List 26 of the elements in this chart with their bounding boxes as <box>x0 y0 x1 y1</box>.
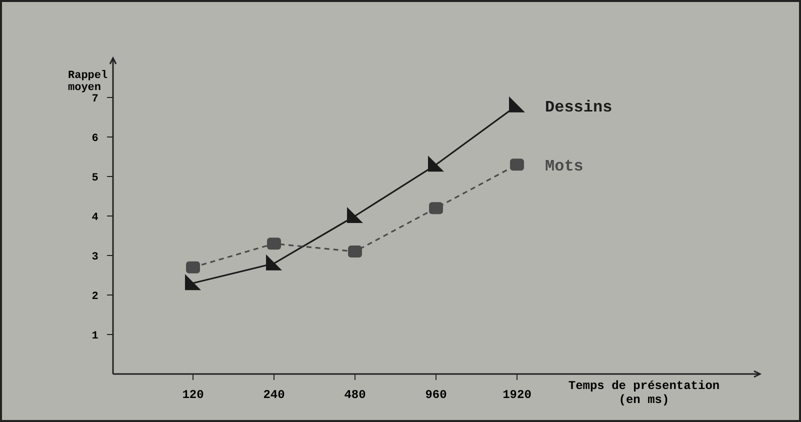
point <box>266 254 282 270</box>
point <box>347 207 363 223</box>
point <box>185 274 201 290</box>
x-tick-label: 120 <box>182 388 204 402</box>
x-tick-label: 1920 <box>502 388 532 402</box>
point <box>186 261 200 274</box>
series-label: Dessins <box>545 98 612 116</box>
y-tick-label: 2 <box>92 290 98 303</box>
x-axis-title: Temps de présentation (en ms) <box>568 379 720 407</box>
y-tick-label: 3 <box>92 251 99 264</box>
y-tick-label: 5 <box>92 172 99 184</box>
point <box>267 238 281 250</box>
point <box>428 156 444 172</box>
point <box>348 246 362 258</box>
y-tick-label: 7 <box>92 93 98 106</box>
y-tick-label: 4 <box>92 212 99 224</box>
x-tick-label: 960 <box>425 388 447 402</box>
y-tick-label: 6 <box>92 132 98 145</box>
point <box>510 158 524 171</box>
x-tick-label: 480 <box>344 388 366 402</box>
point <box>509 96 525 112</box>
x-tick-label: 240 <box>263 388 285 402</box>
y-axis-title: Rappel moyen <box>68 70 108 94</box>
y-tick-label: 1 <box>92 330 99 342</box>
point <box>429 202 443 214</box>
series-label: Mots <box>545 158 584 176</box>
